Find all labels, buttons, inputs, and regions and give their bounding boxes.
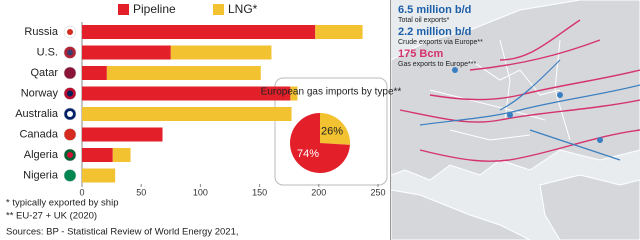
- bar-segment: [82, 107, 292, 121]
- legend-label: Pipeline: [133, 2, 176, 16]
- x-tick-label: 200: [311, 187, 326, 197]
- category-label: U.S.: [37, 46, 58, 58]
- footnote: Sources: BP - Statistical Review of Worl…: [6, 227, 239, 238]
- category-label: Australia: [15, 108, 59, 120]
- category-label: Qatar: [30, 67, 58, 79]
- bar-segment: [290, 86, 298, 101]
- bar-segment: [82, 148, 113, 162]
- x-tick-label: 250: [370, 187, 385, 197]
- bar-segment: [82, 86, 291, 101]
- stat-label: Crude exports via Europe**: [398, 39, 483, 46]
- pie-label: 74%: [297, 148, 319, 160]
- stat-value: 2.2 million b/d: [398, 26, 471, 38]
- bar-segment: [82, 25, 316, 39]
- flag: [67, 70, 73, 76]
- footnote: * typically exported by ship: [6, 198, 118, 209]
- stat-value: 175 Bcm: [398, 48, 443, 60]
- bar-segment: [170, 45, 272, 60]
- flag: [67, 111, 73, 117]
- x-tick-label: 100: [193, 187, 208, 197]
- flag: [67, 172, 73, 179]
- legend-swatch: [213, 4, 224, 15]
- stat-label: Gas exports to Europe***: [398, 61, 476, 68]
- flag: [67, 152, 73, 158]
- flag: [67, 49, 73, 56]
- stat-value: 6.5 million b/d: [398, 4, 471, 16]
- pie-title: European gas imports by type**: [261, 87, 402, 98]
- category-label: Nigeria: [23, 169, 59, 181]
- legend-swatch: [118, 4, 129, 15]
- x-tick-label: 0: [79, 187, 84, 197]
- legend-label: LNG*: [228, 2, 258, 16]
- flag: [67, 90, 73, 97]
- bar-segment: [106, 66, 261, 80]
- flag: [67, 131, 73, 138]
- stat-label: Total oil exports*: [398, 17, 450, 24]
- pie-label: 26%: [321, 126, 343, 138]
- pie-slice: [290, 113, 350, 174]
- category-label: Russia: [24, 26, 59, 38]
- category-label: Norway: [21, 87, 59, 99]
- pie-slice: [320, 113, 350, 145]
- bar-segment: [82, 168, 116, 183]
- footnote: ** EU-27 + UK (2020): [6, 211, 97, 222]
- category-label: Canada: [19, 128, 58, 140]
- x-tick-label: 50: [136, 187, 146, 197]
- bar-segment: [82, 127, 163, 142]
- x-tick-label: 150: [252, 187, 267, 197]
- bar-segment: [82, 45, 171, 60]
- category-label: Algeria: [24, 149, 59, 161]
- flag: [67, 29, 73, 35]
- bar-segment: [82, 66, 107, 80]
- map: [391, 0, 640, 240]
- bar-segment: [315, 25, 363, 39]
- bar-segment: [112, 148, 131, 162]
